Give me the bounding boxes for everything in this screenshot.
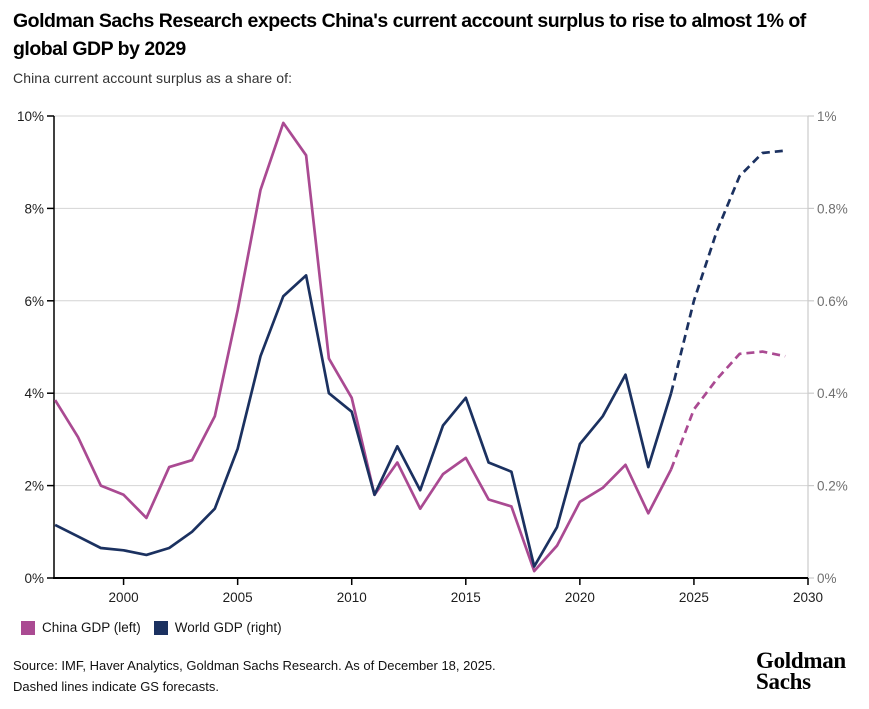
- series-line-world-gdp-right: [54, 274, 673, 568]
- legend-label-china-gdp: China GDP (left): [42, 620, 141, 635]
- series-forecast-line-china-gdp-left: [669, 350, 786, 470]
- left-axis-tick-label: 10%: [17, 109, 44, 124]
- x-axis-tick-label: 2025: [679, 590, 709, 605]
- legend-item-world-gdp: World GDP (right): [153, 620, 282, 635]
- x-axis-tick-label: 2030: [793, 590, 823, 605]
- series-line-china-gdp-left: [53, 121, 673, 573]
- left-axis-tick-label: 4%: [24, 386, 44, 401]
- legend-item-china-gdp: China GDP (left): [21, 620, 141, 635]
- source-line-2: Dashed lines indicate GS forecasts.: [13, 679, 219, 695]
- series-forecast-line-world-gdp-right: [669, 149, 786, 394]
- x-axis-tick-label: 2015: [451, 590, 481, 605]
- right-axis-tick-label: 0.2%: [817, 479, 848, 494]
- goldman-sachs-logo-line2: Sachs: [756, 669, 811, 695]
- right-axis-tick-label: 1%: [817, 109, 837, 124]
- left-axis-tick-label: 6%: [24, 294, 44, 309]
- left-axis-tick-label: 2%: [24, 479, 44, 494]
- line-chart-plot: 0% 2% 4% 6% 8% 10% 0% 0.2% 0.4% 0.6% 0.8% 1% 2000 200…: [17, 109, 848, 605]
- right-axis-tick-label: 0%: [817, 571, 837, 586]
- page-title: Goldman Sachs Research expects China's c…: [13, 10, 806, 60]
- x-axis-tick-label: 2000: [109, 590, 139, 605]
- legend-label-world-gdp: World GDP (right): [174, 620, 282, 635]
- source-note: Source: IMF, Haver Analytics, Goldman Sa…: [13, 655, 496, 698]
- legend-swatch-world-gdp: [153, 620, 168, 635]
- right-axis-tick-label: 0.6%: [817, 294, 848, 309]
- source-line-1: Source: IMF, Haver Analytics, Goldman Sa…: [13, 658, 496, 673]
- goldman-sachs-logo-line1: Goldman: [756, 648, 846, 673]
- right-axis-tick-label: 0.4%: [817, 386, 848, 401]
- right-axis-tick-label: 0.8%: [817, 201, 848, 216]
- left-axis-tick-label: 8%: [24, 201, 44, 216]
- left-axis-tick-label: 0%: [24, 571, 44, 586]
- x-axis-tick-label: 2020: [565, 590, 595, 605]
- x-axis-tick-label: 2010: [337, 590, 367, 605]
- legend-swatch-china-gdp: [21, 620, 35, 635]
- chart-subtitle: China current account surplus as a share…: [13, 70, 293, 86]
- x-axis-tick-label: 2005: [223, 590, 253, 605]
- goldman-sachs-logo: Goldman Sachs: [756, 648, 846, 695]
- chart-legend: China GDP (left) World GDP (right): [21, 620, 282, 635]
